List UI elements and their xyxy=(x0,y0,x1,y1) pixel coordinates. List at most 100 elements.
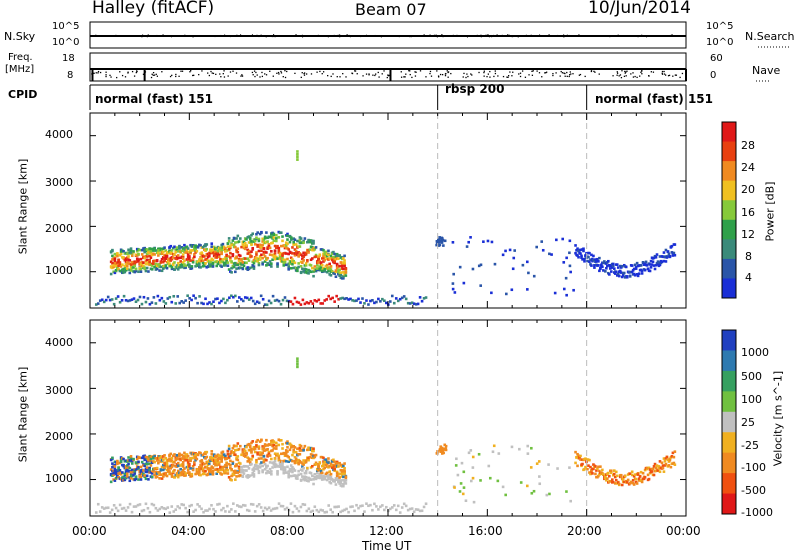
echo-cell xyxy=(291,459,294,463)
echo-cell xyxy=(96,502,100,506)
nave-dot xyxy=(219,73,221,75)
echo-cell xyxy=(270,250,273,253)
echo-cell xyxy=(308,455,312,459)
echo-cell xyxy=(293,446,297,449)
echo-cell xyxy=(347,510,350,514)
echo-cell xyxy=(247,467,251,470)
echo-cell xyxy=(217,463,221,466)
echo-cell xyxy=(323,466,327,470)
nave-dot xyxy=(152,71,155,74)
echo-cell xyxy=(136,503,140,507)
echo-cell xyxy=(315,475,319,478)
echo-cell xyxy=(127,456,130,459)
echo-cell xyxy=(178,454,181,458)
echo-cell xyxy=(94,303,98,306)
echo-cell xyxy=(657,465,661,468)
echo-cell xyxy=(330,460,334,463)
echo-cell xyxy=(304,251,308,255)
echo-cell xyxy=(206,509,209,512)
echo-cell xyxy=(238,505,241,508)
echo-cell xyxy=(126,264,129,268)
echo-cell xyxy=(166,468,170,471)
echo-cell xyxy=(150,264,154,267)
echo-cell xyxy=(614,470,618,474)
echo-cell xyxy=(173,261,176,264)
echo-cell xyxy=(245,296,249,300)
echo-cell xyxy=(176,461,180,465)
echo-cell xyxy=(224,301,227,305)
nsky-dot xyxy=(98,35,100,37)
echo-cell xyxy=(596,467,599,471)
echo-cell xyxy=(292,467,295,471)
echo-cell xyxy=(140,460,144,464)
power-colorbar-swatch xyxy=(722,200,736,221)
nave-dot xyxy=(570,73,572,75)
echo-cell xyxy=(251,246,255,250)
nave-dot xyxy=(538,72,541,74)
nave-dot xyxy=(634,75,636,78)
echo-cell xyxy=(181,460,185,464)
echo-cell xyxy=(130,298,134,301)
echo-cell xyxy=(235,255,238,259)
echo-cell xyxy=(294,249,298,253)
echo-cell xyxy=(109,458,113,462)
echo-cell xyxy=(627,270,631,274)
echo-cell xyxy=(175,453,179,457)
echo-cell xyxy=(347,298,350,301)
nave-dot xyxy=(374,74,376,77)
echo-cell xyxy=(288,448,292,452)
echo-cell xyxy=(178,301,182,305)
freq-label-1: Freq. xyxy=(8,52,33,63)
echo-cell xyxy=(245,469,248,472)
echo-cell xyxy=(271,466,274,469)
echo-cell xyxy=(307,301,311,305)
echo-cell xyxy=(612,472,616,476)
echo-cell xyxy=(226,245,230,248)
echo-cell xyxy=(113,257,117,261)
echo-cell xyxy=(302,259,305,262)
echo-cell xyxy=(302,459,305,462)
echo-cell xyxy=(195,262,199,266)
echo-cell xyxy=(209,472,212,476)
echo-cell xyxy=(263,506,267,510)
echo-cell xyxy=(255,504,259,508)
echo-cell xyxy=(200,464,204,468)
nsky-dot xyxy=(578,34,580,37)
echo-cell xyxy=(329,476,333,479)
echo-cell xyxy=(267,452,271,456)
echo-cell xyxy=(652,264,656,267)
echo-cell xyxy=(173,476,176,479)
nave-dot xyxy=(681,72,684,75)
velocity-colorbar-swatch xyxy=(722,493,736,515)
echo-cell xyxy=(173,468,176,472)
echo-cell xyxy=(335,252,339,256)
echo-cell xyxy=(673,253,677,257)
echo-cell xyxy=(158,507,162,511)
nave-dot xyxy=(528,74,530,76)
echo-cell xyxy=(590,468,593,472)
echo-cell xyxy=(98,299,102,302)
echo-cell xyxy=(122,294,126,298)
echo-cell xyxy=(169,244,173,248)
echo-cell xyxy=(146,506,150,510)
echo-cell xyxy=(651,467,655,471)
echo-cell xyxy=(239,505,243,509)
echo-cell xyxy=(328,464,331,468)
echo-cell xyxy=(230,468,233,471)
echo-cell xyxy=(604,474,607,478)
echo-cell xyxy=(258,466,262,469)
echo-cell xyxy=(232,451,236,454)
nsky-dot xyxy=(441,34,443,36)
echo-cell xyxy=(292,242,295,246)
echo-cell xyxy=(130,462,134,465)
echo-cell xyxy=(179,467,182,471)
echo-cell xyxy=(412,510,416,514)
echo-cell xyxy=(270,472,273,476)
nave-dot xyxy=(241,75,244,77)
nave-dot xyxy=(193,74,195,76)
echo-cell xyxy=(114,265,118,268)
echo-cell xyxy=(665,256,669,259)
echo-cell xyxy=(124,258,128,262)
power-cbtick: 8 xyxy=(745,250,752,263)
echo-cell xyxy=(286,257,289,261)
